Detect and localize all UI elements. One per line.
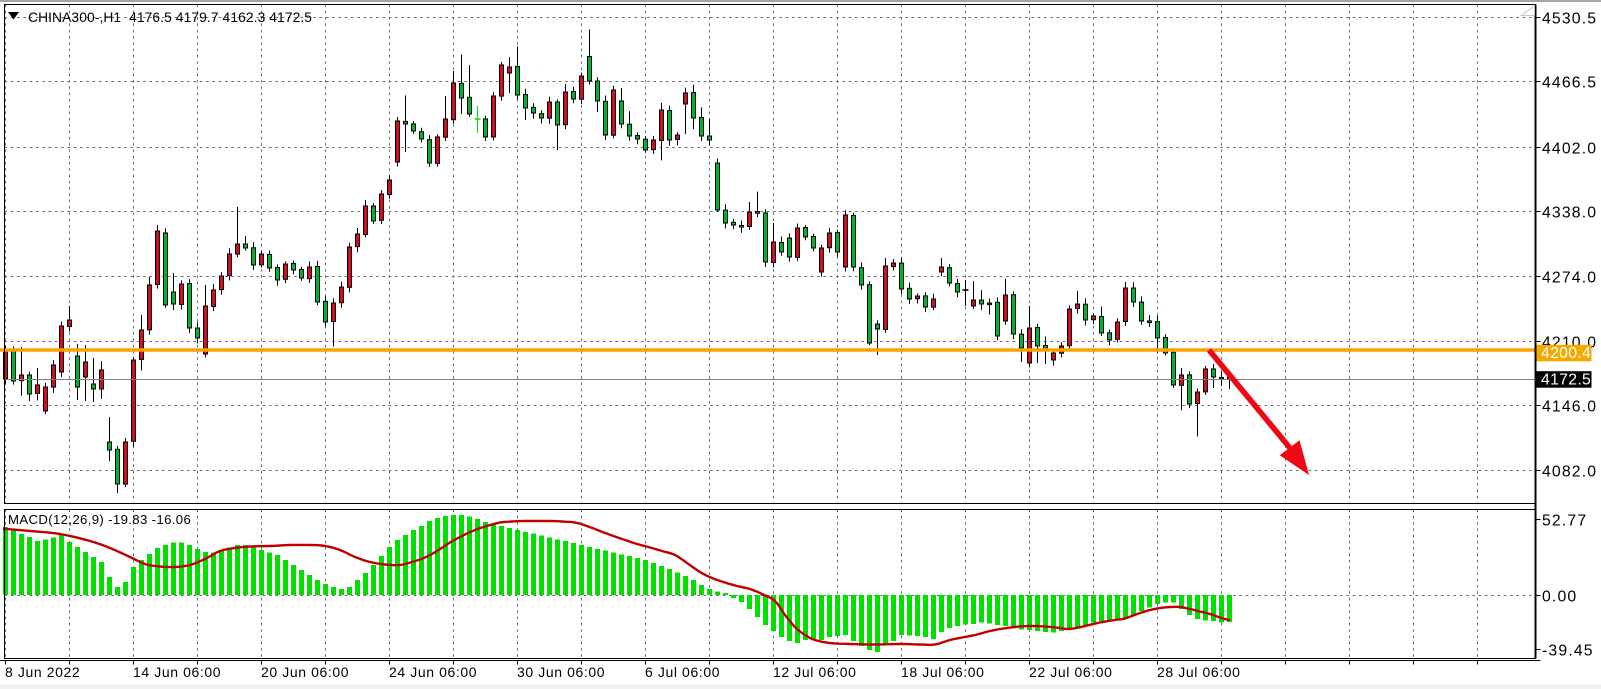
svg-text:18 Jul 06:00: 18 Jul 06:00: [901, 664, 984, 680]
svg-text:4466.5: 4466.5: [1542, 74, 1597, 91]
svg-text:4402.0: 4402.0: [1542, 140, 1597, 157]
svg-text:20 Jun 06:00: 20 Jun 06:00: [261, 664, 349, 680]
svg-text:4338.0: 4338.0: [1542, 204, 1597, 221]
svg-text:4274.0: 4274.0: [1542, 269, 1597, 286]
svg-text:4082.0: 4082.0: [1542, 463, 1597, 480]
svg-text:CHINA300-,H1 4176.5 4179.7 41: CHINA300-,H1 4176.5 4179.7 4162.3 4172.5: [28, 10, 312, 25]
svg-text:14 Jun 06:00: 14 Jun 06:00: [133, 664, 221, 680]
svg-text:30 Jun 06:00: 30 Jun 06:00: [517, 664, 605, 680]
svg-text:4200.4: 4200.4: [1541, 345, 1591, 362]
svg-text:52.77: 52.77: [1542, 512, 1587, 529]
svg-text:6 Jul 06:00: 6 Jul 06:00: [645, 664, 720, 680]
svg-text:24 Jun 06:00: 24 Jun 06:00: [389, 664, 477, 680]
svg-text:0.00: 0.00: [1542, 588, 1577, 605]
svg-text:22 Jul 06:00: 22 Jul 06:00: [1029, 664, 1112, 680]
svg-text:12 Jul 06:00: 12 Jul 06:00: [773, 664, 856, 680]
svg-text:4172.5: 4172.5: [1541, 371, 1591, 388]
svg-text:MACD(12,26,9) -19.83 -16.06: MACD(12,26,9) -19.83 -16.06: [8, 512, 191, 527]
svg-text:4146.0: 4146.0: [1542, 398, 1597, 415]
svg-text:-39.45: -39.45: [1542, 642, 1594, 659]
svg-text:4530.5: 4530.5: [1542, 10, 1597, 27]
svg-text:28 Jul 06:00: 28 Jul 06:00: [1157, 664, 1240, 680]
svg-text:8 Jun 2022: 8 Jun 2022: [5, 664, 80, 680]
